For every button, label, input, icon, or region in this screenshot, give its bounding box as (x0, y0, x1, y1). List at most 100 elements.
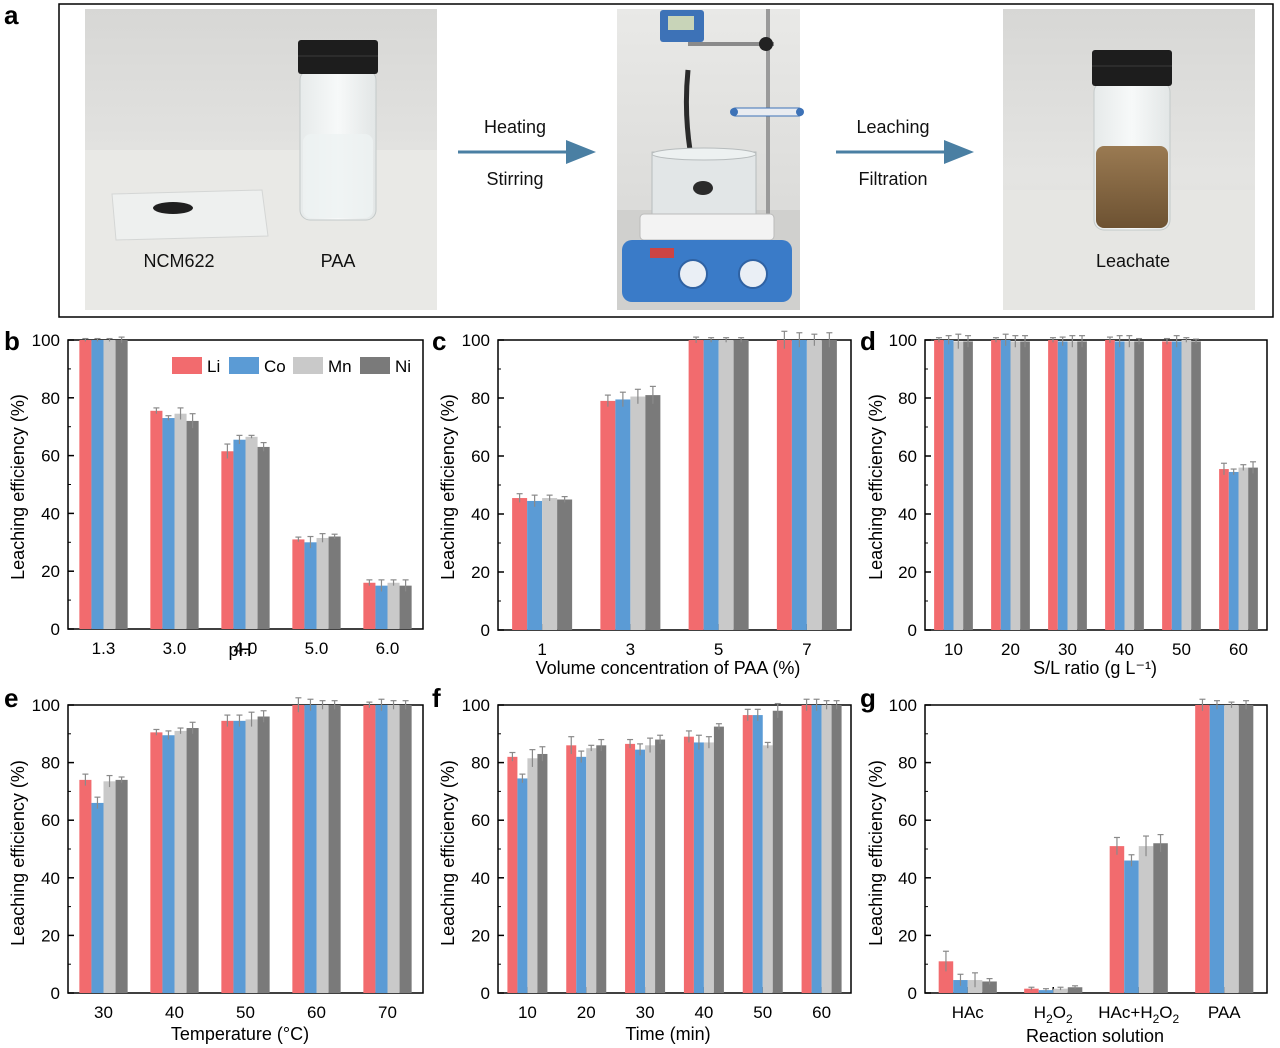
bar-li-1 (1024, 988, 1039, 993)
panel-a: a NCM622 PAA Heating Stirring (4, 0, 1274, 318)
y-tick-label: 0 (481, 621, 490, 640)
label-heating: Heating (484, 117, 546, 137)
chart-panel-e: e Temperature (°C) Leaching efficiency (… (4, 683, 424, 1044)
y-tick-label: 100 (889, 331, 917, 350)
bar-co-1 (576, 756, 587, 993)
bar-li-0 (512, 498, 528, 630)
bar-li-5 (1219, 469, 1229, 630)
chart-panel-c: c Volume concentration of PAA (%) Leachi… (432, 326, 852, 678)
bar-mn-1 (630, 396, 646, 630)
x-tick-label: 60 (307, 1003, 326, 1022)
bar-ni-1 (596, 745, 607, 993)
photo-leachate: Leachate (1003, 9, 1255, 310)
powder-pile (153, 202, 193, 214)
y-tick-label: 0 (51, 620, 60, 639)
x-tick-label: 60 (1229, 640, 1248, 659)
bar-co-1 (615, 399, 631, 630)
bar-mn-1 (1053, 988, 1068, 993)
y-tick-label: 80 (471, 754, 490, 773)
y-tick-label: 0 (51, 984, 60, 1003)
legend-label-ni: Ni (395, 357, 411, 376)
y-tick-label: 40 (898, 869, 917, 888)
x-tick-label: 4.0 (234, 639, 258, 658)
bar-mn-5 (1238, 467, 1249, 630)
bar-li-4 (363, 705, 376, 993)
y-tick-label: 0 (908, 984, 917, 1003)
y-tick-label: 100 (462, 696, 490, 715)
chart-panel-d: d S/L ratio (g L⁻¹) Leaching efficiency … (860, 326, 1268, 678)
bar-mn-4 (387, 705, 400, 993)
bar-co-2 (233, 720, 246, 993)
bar-ni-0 (963, 341, 973, 630)
bar-ni-4 (399, 585, 412, 629)
y-axis-title: Leaching efficiency (%) (8, 394, 28, 580)
x-tick-label: 50 (236, 1003, 255, 1022)
bar-ni-2 (1077, 341, 1087, 630)
bar-co-0 (953, 980, 968, 993)
bar-mn-2 (645, 745, 656, 993)
bar-mn-0 (953, 341, 964, 630)
chart-panel-b: b pH Leaching efficiency (%) Li Co Mn Ni… (4, 326, 424, 660)
bar-mn-1 (1010, 341, 1021, 630)
paa-vial (298, 40, 378, 221)
y-tick-label: 60 (898, 811, 917, 830)
bar-co-1 (162, 735, 175, 993)
x-tick-label: 30 (94, 1003, 113, 1022)
bar-ni-2 (655, 739, 666, 993)
bar-ni-3 (713, 726, 724, 993)
bar-co-0 (91, 802, 104, 993)
y-tick-label: 40 (41, 869, 60, 888)
photo-ncm622-paa: NCM622 PAA (85, 9, 437, 310)
x-tick-label: 10 (944, 640, 963, 659)
x-tick-label: 70 (378, 1003, 397, 1022)
bar-mn-0 (527, 758, 538, 993)
y-tick-label: 100 (32, 331, 60, 350)
bar-ni-0 (557, 499, 573, 630)
bar-mn-3 (316, 537, 329, 629)
bar-li-4 (1162, 341, 1172, 630)
bar-co-2 (635, 749, 646, 993)
bar-ni-3 (328, 536, 341, 629)
bar-li-3 (1105, 340, 1115, 630)
y-tick-label: 60 (471, 811, 490, 830)
bar-mn-4 (1181, 340, 1192, 630)
plot-frame (497, 704, 852, 994)
x-tick-label: PAA (1208, 1003, 1241, 1022)
label-leaching: Leaching (856, 117, 929, 137)
x-axis-title: Time (min) (625, 1024, 710, 1044)
y-tick-label: 20 (898, 563, 917, 582)
legend-label-li: Li (207, 357, 220, 376)
y-tick-label: 80 (471, 389, 490, 408)
bar-ni-5 (1248, 467, 1258, 630)
x-tick-label: HAc+H2O2 (1098, 1003, 1179, 1026)
y-tick-label: 40 (898, 505, 917, 524)
x-tick-label: 20 (1001, 640, 1020, 659)
y-tick-label: 80 (41, 389, 60, 408)
y-tick-label: 60 (471, 447, 490, 466)
bar-co-0 (517, 778, 528, 993)
weighing-paper (111, 189, 269, 241)
panel-label: e (4, 683, 18, 713)
y-tick-label: 20 (471, 926, 490, 945)
x-axis-title: Temperature (°C) (171, 1024, 309, 1044)
y-tick-label: 80 (898, 754, 917, 773)
bar-mn-3 (703, 742, 714, 993)
x-tick-label: 40 (165, 1003, 184, 1022)
y-tick-label: 60 (898, 447, 917, 466)
bar-li-2 (221, 451, 234, 629)
bar-li-1 (600, 400, 616, 630)
x-tick-label: 6.0 (376, 639, 400, 658)
bar-co-3 (693, 742, 704, 993)
label-ncm622: NCM622 (143, 251, 214, 271)
bar-co-0 (943, 340, 954, 630)
x-tick-label: 60 (812, 1003, 831, 1022)
bar-co-4 (375, 705, 388, 993)
bar-ni-1 (186, 420, 199, 629)
y-tick-label: 20 (898, 926, 917, 945)
bar-li-4 (742, 715, 753, 993)
arrow-leaching-filtration: Leaching Filtration (836, 117, 974, 189)
bar-ni-3 (1238, 705, 1254, 993)
bar-ni-3 (1134, 341, 1144, 630)
y-tick-label: 80 (898, 389, 917, 408)
y-axis-title: Leaching efficiency (%) (866, 760, 886, 946)
